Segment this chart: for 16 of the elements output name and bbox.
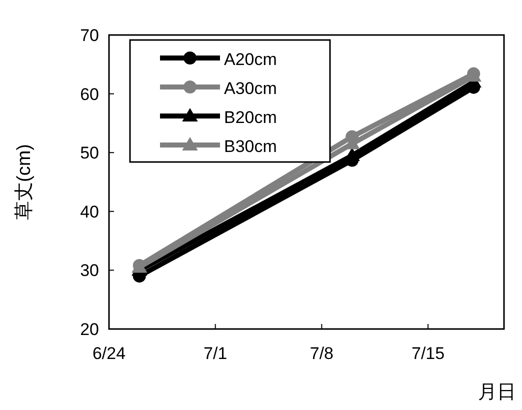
x-tick-label: 6/24 bbox=[92, 344, 126, 363]
y-tick-label: 40 bbox=[80, 202, 99, 222]
x-tick-label: 7/15 bbox=[411, 344, 445, 363]
legend-label: A30cm bbox=[224, 79, 277, 98]
legend-label: B20cm bbox=[224, 108, 277, 127]
y-axis-title: 草丈(cm) bbox=[14, 144, 35, 220]
y-tick-label: 60 bbox=[80, 84, 99, 104]
y-tick-label: 70 bbox=[80, 26, 99, 45]
x-tick-label: 7/1 bbox=[204, 344, 228, 363]
x-tick-label: 7/8 bbox=[310, 344, 334, 363]
legend-label: A20cm bbox=[224, 50, 277, 69]
y-tick-label: 30 bbox=[80, 261, 99, 280]
y-tick-label: 20 bbox=[80, 320, 99, 339]
legend-label: B30cm bbox=[224, 137, 277, 156]
x-axis-title: 月日 bbox=[478, 382, 516, 403]
y-tick-label: 50 bbox=[80, 144, 99, 163]
